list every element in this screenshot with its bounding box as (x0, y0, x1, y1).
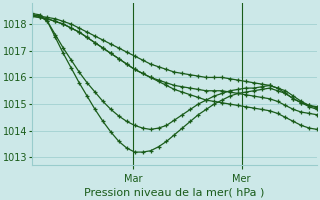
X-axis label: Pression niveau de la mer( hPa ): Pression niveau de la mer( hPa ) (84, 187, 265, 197)
